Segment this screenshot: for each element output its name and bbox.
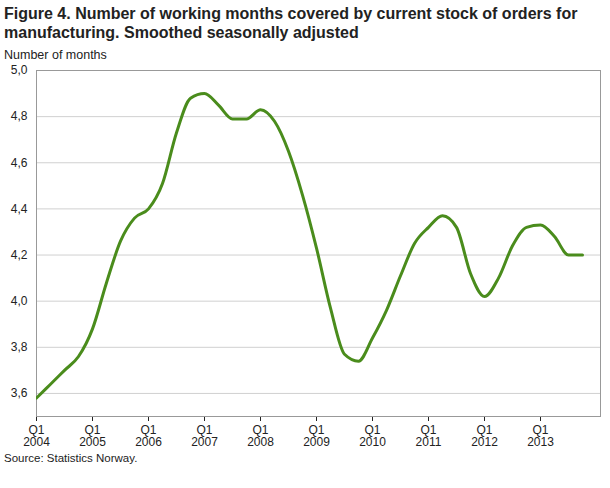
svg-text:4,0: 4,0 (11, 294, 28, 308)
svg-text:Q12008: Q12008 (247, 423, 274, 449)
svg-text:Q12006: Q12006 (135, 423, 162, 449)
svg-text:3,8: 3,8 (11, 340, 28, 354)
svg-text:Q12011: Q12011 (416, 423, 442, 449)
svg-text:Q12013: Q12013 (527, 423, 554, 449)
svg-text:Q12004: Q12004 (23, 423, 50, 449)
svg-text:Q12005: Q12005 (79, 423, 106, 449)
html-text:Number of months: Number of months (4, 48, 107, 62)
svg-text:4,6: 4,6 (11, 156, 28, 170)
svg-text:Q12012: Q12012 (471, 423, 498, 449)
svg-text:3,6: 3,6 (11, 386, 28, 400)
html-text:Source: Statistics Norway.: Source: Statistics Norway. (4, 452, 138, 464)
svg-text:4,2: 4,2 (11, 248, 28, 262)
html-text:Figure 4. Number of working mo: Figure 4. Number of working months cover… (4, 5, 578, 41)
svg-text:4,8: 4,8 (11, 109, 28, 123)
svg-text:Q12010: Q12010 (359, 423, 386, 449)
svg-text:Q12009: Q12009 (303, 423, 330, 449)
svg-text:Q12007: Q12007 (191, 423, 218, 449)
svg-text:5,0: 5,0 (11, 63, 28, 77)
svg-text:4,4: 4,4 (11, 202, 28, 216)
